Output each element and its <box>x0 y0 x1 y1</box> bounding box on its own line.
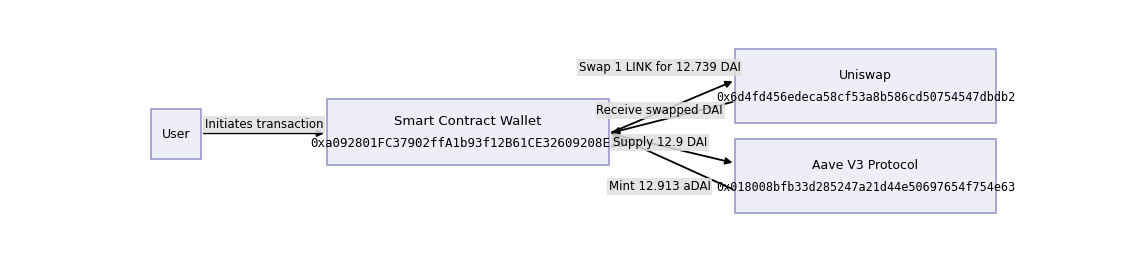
Text: Smart Contract Wallet: Smart Contract Wallet <box>395 115 541 128</box>
Text: Aave V3 Protocol: Aave V3 Protocol <box>813 159 918 172</box>
FancyBboxPatch shape <box>735 49 995 123</box>
FancyBboxPatch shape <box>735 139 995 213</box>
Text: Supply 12.9 DAI: Supply 12.9 DAI <box>612 136 706 149</box>
Text: 0x018008bfb33d285247a21d44e50697654f754e63: 0x018008bfb33d285247a21d44e50697654f754e… <box>716 181 1016 194</box>
Text: User: User <box>161 128 189 141</box>
Text: 0x6d4fd456edeca58cf53a8b586cd50754547dbdb2: 0x6d4fd456edeca58cf53a8b586cd50754547dbd… <box>716 91 1016 104</box>
Text: Receive swapped DAI: Receive swapped DAI <box>596 104 723 117</box>
Text: Swap 1 LINK for 12.739 DAI: Swap 1 LINK for 12.739 DAI <box>578 61 741 74</box>
Text: Uniswap: Uniswap <box>840 69 892 82</box>
Text: Initiates transaction: Initiates transaction <box>205 118 324 131</box>
Text: 0xa092801FC37902ffA1b93f12B61CE32609208E2B: 0xa092801FC37902ffA1b93f12B61CE32609208E… <box>311 137 626 150</box>
FancyBboxPatch shape <box>327 99 610 165</box>
Text: Mint 12.913 aDAI: Mint 12.913 aDAI <box>609 180 711 193</box>
FancyBboxPatch shape <box>150 109 201 159</box>
